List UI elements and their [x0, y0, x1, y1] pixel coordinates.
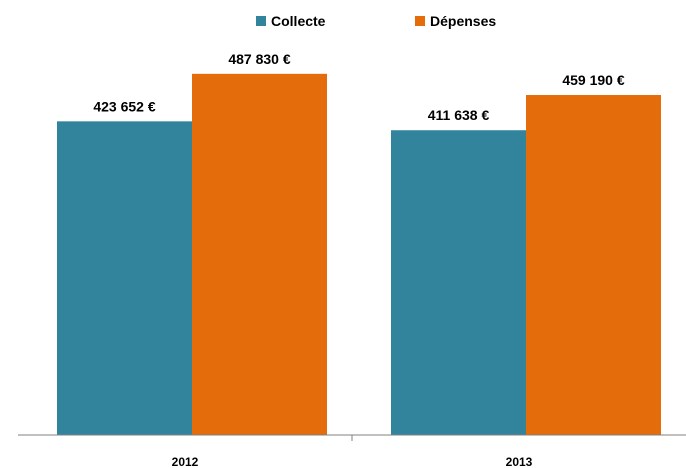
data-label-collecte-2012: 423 652 € [93, 98, 155, 114]
legend: Collecte Dépenses [256, 13, 496, 29]
bars [57, 73, 661, 435]
x-axis-ticks: 2012 2013 [172, 435, 533, 468]
data-label-depenses-2013: 459 190 € [562, 72, 624, 88]
bar-collecte-2012 [57, 121, 192, 435]
legend-label-depenses: Dépenses [430, 13, 496, 29]
bar-depenses-2013 [526, 95, 661, 435]
x-tick-label-2013: 2013 [506, 455, 533, 468]
legend-label-collecte: Collecte [271, 13, 326, 29]
data-label-depenses-2012: 487 830 € [228, 51, 290, 67]
legend-swatch-collecte [256, 16, 266, 26]
x-tick-label-2012: 2012 [172, 455, 199, 468]
data-label-collecte-2013: 411 638 € [428, 107, 490, 123]
legend-swatch-depenses [415, 16, 425, 26]
data-labels: 423 652 € 487 830 € 411 638 € 459 190 € [93, 51, 624, 123]
bar-depenses-2012 [192, 73, 327, 435]
bar-collecte-2013 [391, 130, 526, 435]
